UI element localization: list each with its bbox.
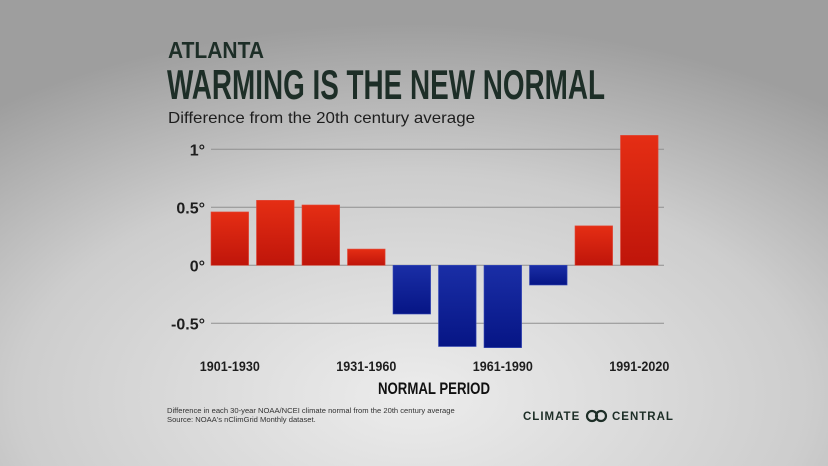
- city-title: ATLANTA: [168, 37, 264, 63]
- y-tick-label: 1°: [190, 142, 205, 159]
- bar-1951-1980: [438, 264, 477, 347]
- bar-1931-1960: [347, 248, 386, 266]
- x-axis-label: NORMAL PERIOD: [378, 379, 490, 398]
- footnote-line-1: Difference in each 30-year NOAA/NCEI cli…: [167, 406, 455, 415]
- bar-1961-1990: [483, 264, 522, 348]
- y-tick-label: -0.5°: [171, 316, 205, 333]
- headline: WARMING IS THE NEW NORMAL: [167, 61, 605, 108]
- bar-1941-1970: [392, 264, 431, 315]
- y-tick-label: 0.5°: [176, 200, 205, 217]
- y-tick-label: 0°: [190, 258, 205, 275]
- climate-central-logo: CLIMATE CENTRAL: [523, 409, 674, 423]
- bar-1911-1940: [256, 200, 295, 266]
- chart-subtitle: Difference from the 20th century average: [168, 110, 475, 127]
- bar-1991-2020: [620, 135, 659, 266]
- brand-text-right: CENTRAL: [612, 411, 674, 423]
- x-tick-label: 1901-1930: [200, 359, 260, 374]
- footnote-line-2: Source: NOAA's nClimGrid Monthly dataset…: [167, 415, 316, 424]
- x-tick-label: 1991-2020: [609, 359, 669, 374]
- bar-1971-2000: [529, 264, 568, 286]
- bar-1921-1950: [301, 204, 340, 266]
- logo-rings-icon: [585, 409, 608, 423]
- x-tick-label: 1961-1990: [473, 359, 533, 374]
- x-tick-label: 1931-1960: [336, 359, 396, 374]
- bar-1901-1930: [210, 211, 249, 266]
- bar-1981-2010: [574, 225, 613, 266]
- brand-text-left: CLIMATE: [523, 411, 580, 423]
